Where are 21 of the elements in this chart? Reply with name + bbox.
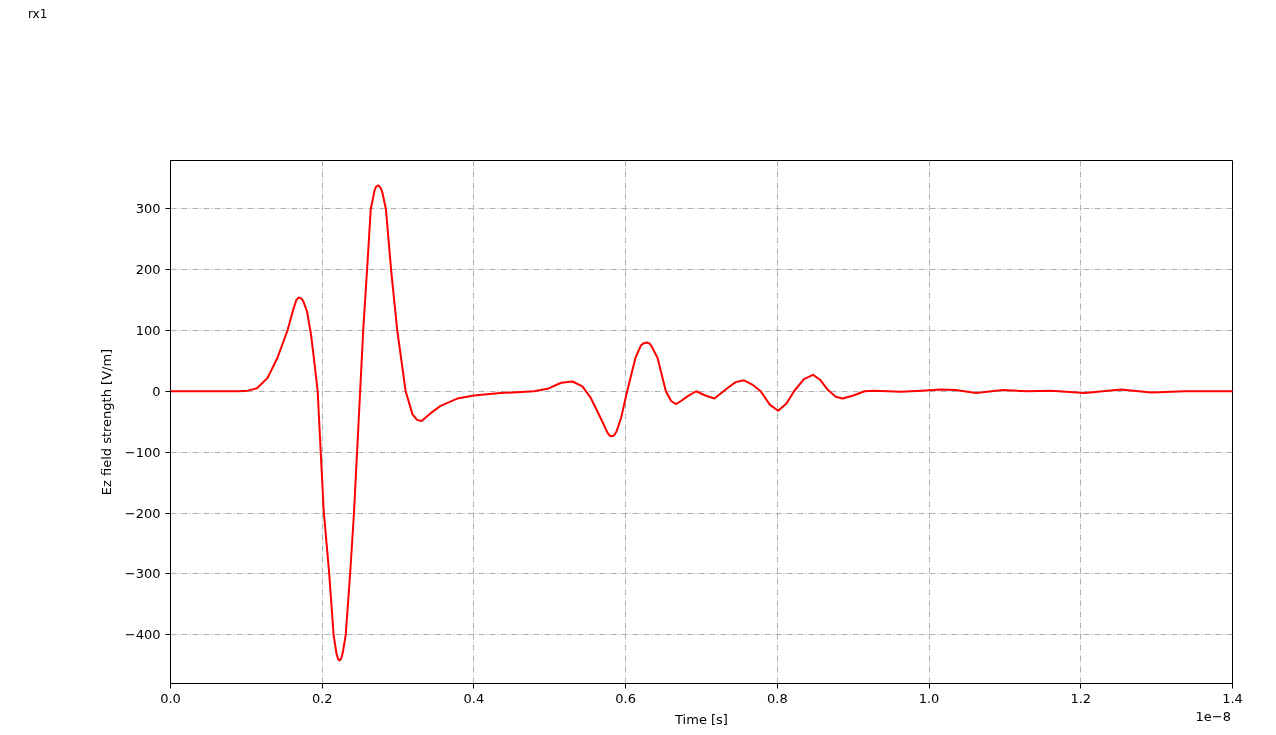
x-tick-label: 1.0 [918, 690, 940, 706]
x-tick-label: 0.0 [160, 690, 181, 706]
text: 1e−8 [1195, 709, 1231, 724]
x-tick-label: 0.8 [767, 690, 788, 706]
x-tick-label: 1.2 [1070, 690, 1092, 706]
y-tick-label: 200 [135, 261, 161, 277]
y-tick-label: −200 [124, 505, 161, 521]
y-tick-label: −100 [124, 444, 161, 460]
x-tick-label: 0.6 [615, 690, 636, 706]
y-tick-label: 0 [152, 383, 161, 399]
y-tick-label: −400 [124, 627, 161, 643]
y-axis-title: Ez field strength [V/m] [98, 348, 114, 496]
x-tick-label: 0.4 [463, 690, 485, 706]
x-tick-label: 0.2 [311, 690, 333, 706]
y-tick-label: −300 [124, 566, 161, 582]
text: rx1 [28, 7, 48, 21]
y-tick-label: 100 [135, 322, 161, 338]
x-tick-label: 1.4 [1222, 690, 1243, 706]
y-tick-label: 300 [135, 201, 161, 217]
x-axis-title: Time [s] [674, 711, 728, 727]
line-series [170, 184, 1233, 662]
